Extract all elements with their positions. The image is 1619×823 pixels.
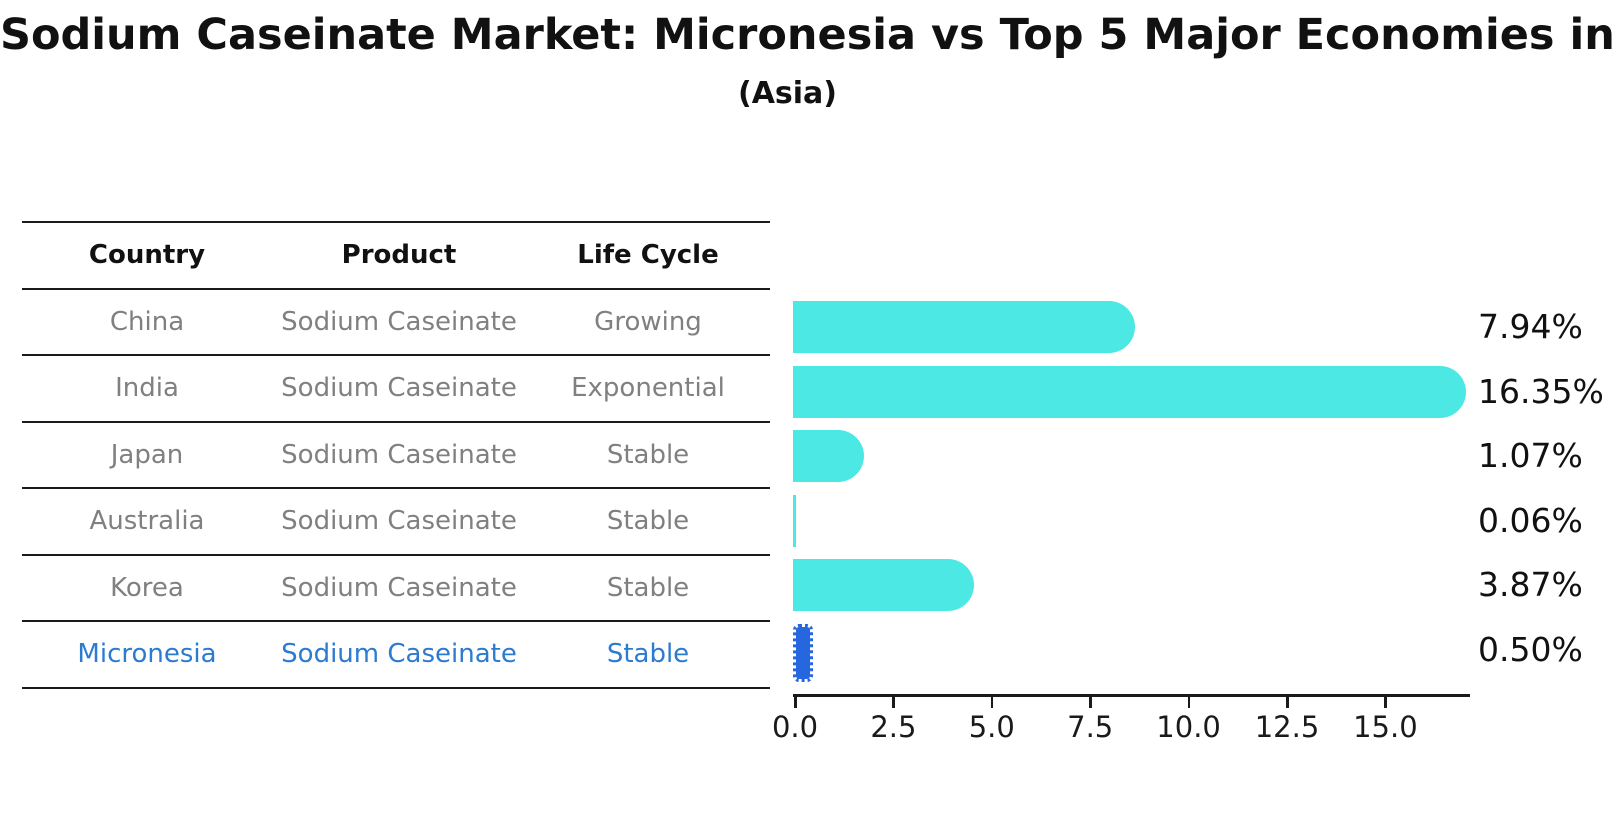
bar-micronesia xyxy=(793,624,813,682)
value-label-australia: 0.06% xyxy=(1478,500,1583,540)
x-axis-tick-label: 12.5 xyxy=(1254,710,1320,744)
x-axis-tick-label: 2.5 xyxy=(870,710,917,744)
x-axis-tick-label: 10.0 xyxy=(1156,710,1221,744)
table-row-india: India Sodium Caseinate Exponential xyxy=(22,356,770,423)
x-axis-tick xyxy=(990,697,994,708)
x-axis-tick xyxy=(1384,697,1387,708)
cell-country: China xyxy=(109,306,185,337)
cell-life-cycle: Exponential xyxy=(571,373,725,404)
x-axis-tick xyxy=(1286,697,1289,708)
value-label-india: 16.35% xyxy=(1478,371,1604,411)
x-axis-tick-label: 15.0 xyxy=(1353,710,1418,744)
value-label-japan: 1.07% xyxy=(1478,436,1583,476)
cell-life-cycle: Growing xyxy=(594,306,702,337)
cell-life-cycle: Stable xyxy=(606,572,690,603)
x-axis-tick xyxy=(1089,697,1092,708)
cell-product: Sodium Caseinate xyxy=(281,373,517,404)
table-row-micronesia: Micronesia Sodium Caseinate Stable xyxy=(22,622,770,689)
x-axis-tick xyxy=(794,697,797,708)
bar-australia xyxy=(793,494,797,547)
bar-china xyxy=(793,301,1135,353)
cell-product: Sodium Caseinate xyxy=(281,639,517,670)
cell-product: Sodium Caseinate xyxy=(281,439,517,470)
cell-country: Micronesia xyxy=(77,639,217,670)
column-header-life-cycle: Life Cycle xyxy=(577,240,719,271)
x-axis-line xyxy=(793,694,1470,697)
table-row-japan: Japan Sodium Caseinate Stable xyxy=(22,423,770,489)
cell-country: India xyxy=(115,373,179,404)
table-body: China Sodium Caseinate Growing India Sodium … xyxy=(22,290,770,689)
chart-subtitle: (Asia) xyxy=(737,76,838,111)
chart-title: Sodium Caseinate Market: Micronesia vs T… xyxy=(0,10,1619,60)
cell-country: Japan xyxy=(110,439,184,470)
x-axis-tick xyxy=(892,697,895,708)
bar-india xyxy=(793,365,1466,418)
cell-product: Sodium Caseinate xyxy=(281,572,517,603)
country-table: Country Product Life Cycle China Sodium C… xyxy=(22,221,770,689)
cell-life-cycle: Stable xyxy=(606,506,690,537)
value-label-china: 7.94% xyxy=(1478,307,1583,346)
bar-japan xyxy=(793,430,865,483)
table-row-china: China Sodium Caseinate Growing xyxy=(22,290,770,356)
cell-life-cycle: Stable xyxy=(606,639,690,670)
figure: Sodium Caseinate Market: Micronesia vs T… xyxy=(0,10,1619,744)
table-row-australia: Australia Sodium Caseinate Stable xyxy=(22,489,770,556)
column-header-country: Country xyxy=(88,240,206,271)
value-label-korea: 3.87% xyxy=(1478,565,1583,605)
cell-country: Australia xyxy=(89,506,205,537)
value-label-micronesia: 0.50% xyxy=(1478,630,1583,669)
x-axis-tick-label: 5.0 xyxy=(968,710,1015,744)
x-axis-tick-label: 0.0 xyxy=(771,710,819,744)
x-axis-tick xyxy=(1187,697,1191,708)
cell-product: Sodium Caseinate xyxy=(281,506,517,537)
bar-chart: 0.0 2.5 5.0 7.5 10.0 12.5 15.0 7.94% 16.35% 1.07… xyxy=(771,301,1604,744)
x-axis-tick-label: 7.5 xyxy=(1067,710,1114,744)
bar-korea xyxy=(793,559,975,612)
cell-country: Korea xyxy=(110,572,184,603)
table-row-korea: Korea Sodium Caseinate Stable xyxy=(22,556,770,622)
column-header-product: Product xyxy=(341,240,457,271)
cell-product: Sodium Caseinate xyxy=(281,306,517,337)
cell-life-cycle: Stable xyxy=(606,439,690,470)
table-header-row: Country Product Life Cycle xyxy=(22,223,770,290)
